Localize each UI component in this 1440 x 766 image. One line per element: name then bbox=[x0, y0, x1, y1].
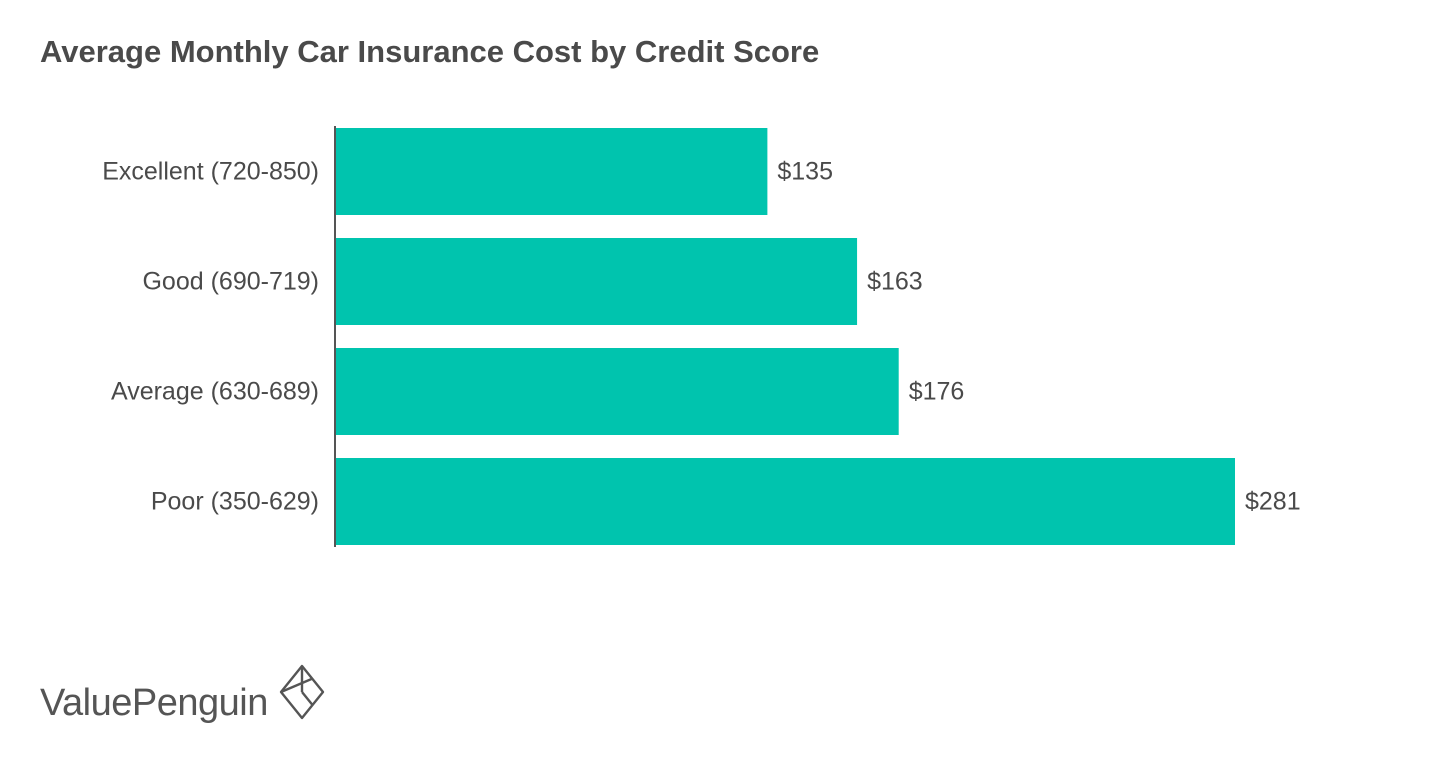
value-label-0: $135 bbox=[777, 158, 833, 186]
brand-logo: ValuePenguin bbox=[40, 664, 326, 725]
chart-title: Average Monthly Car Insurance Cost by Cr… bbox=[40, 34, 820, 69]
valuepenguin-diamond-logo-icon bbox=[279, 664, 325, 719]
value-label-1: $163 bbox=[867, 268, 923, 296]
value-label-3: $281 bbox=[1245, 488, 1301, 516]
bar-2 bbox=[335, 348, 899, 435]
category-label-3: Poor (350-629) bbox=[151, 488, 319, 516]
bars-layer: Excellent (720-850) $135 Good (690-719) $16… bbox=[102, 128, 1301, 545]
bar-3 bbox=[335, 458, 1235, 545]
bar-0 bbox=[335, 128, 768, 215]
bar-1 bbox=[335, 238, 858, 325]
category-label-0: Excellent (720-850) bbox=[102, 158, 319, 186]
category-label-1: Good (690-719) bbox=[142, 268, 319, 296]
brand-name: ValuePenguin bbox=[40, 682, 268, 724]
value-label-2: $176 bbox=[909, 378, 965, 406]
category-label-2: Average (630-689) bbox=[111, 378, 319, 406]
